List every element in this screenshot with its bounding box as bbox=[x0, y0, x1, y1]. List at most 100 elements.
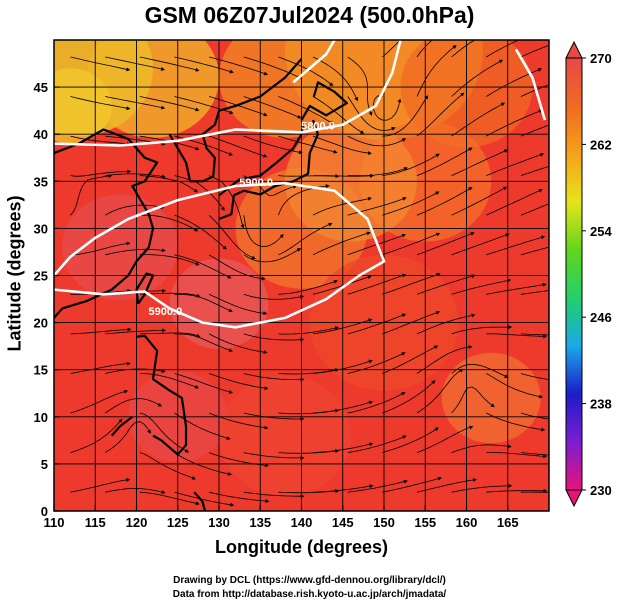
streamline bbox=[70, 477, 131, 493]
x-tick-label: 145 bbox=[332, 515, 354, 530]
map-plot-area: 5800.0 5900.0 5900.0 bbox=[54, 40, 549, 511]
colorbar-bottom-triangle bbox=[565, 489, 583, 508]
streamline bbox=[382, 476, 442, 493]
streamline bbox=[486, 488, 548, 493]
streamline bbox=[243, 293, 305, 300]
streamline bbox=[347, 391, 406, 414]
streamline bbox=[312, 231, 371, 256]
streamline bbox=[347, 352, 406, 374]
streamline bbox=[520, 452, 549, 456]
streamline bbox=[105, 96, 166, 110]
streamline bbox=[105, 328, 166, 335]
streamline bbox=[451, 386, 495, 414]
streamline bbox=[416, 40, 433, 58]
streamline bbox=[382, 380, 436, 414]
y-tick-label: 35 bbox=[34, 174, 48, 189]
streamline bbox=[174, 96, 234, 115]
x-tick-label: 125 bbox=[167, 515, 189, 530]
height-contour bbox=[292, 40, 336, 84]
streamline bbox=[451, 444, 512, 453]
streamline bbox=[486, 452, 548, 459]
streamline bbox=[243, 96, 302, 119]
streamline bbox=[70, 389, 129, 414]
y-tick-label: 10 bbox=[34, 410, 48, 425]
streamline bbox=[347, 135, 407, 147]
streamline bbox=[139, 332, 201, 338]
y-tick-label: 25 bbox=[34, 269, 48, 284]
streamline bbox=[139, 254, 200, 266]
coastline bbox=[193, 491, 207, 511]
y-axis-ticks: 0 5 10 15 20 25 30 35 40 45 bbox=[34, 80, 60, 519]
x-tick-label: 130 bbox=[208, 515, 230, 530]
streamline bbox=[416, 231, 475, 256]
credit-drawing: Drawing by DCL (https://www.gfd-dennou.o… bbox=[173, 575, 446, 586]
streamline bbox=[174, 452, 232, 476]
streamline bbox=[451, 149, 509, 176]
height-contours: 5800.0 5900.0 5900.0 bbox=[54, 40, 547, 329]
streamline bbox=[278, 326, 339, 335]
contour-label: 5900.0 bbox=[239, 177, 273, 189]
streamline bbox=[486, 373, 544, 399]
streamline bbox=[416, 425, 474, 453]
streamline bbox=[105, 248, 166, 256]
streamline bbox=[243, 452, 305, 460]
streamline bbox=[520, 333, 549, 336]
streamline bbox=[208, 175, 245, 229]
streamline bbox=[486, 412, 546, 432]
streamline bbox=[105, 204, 165, 216]
streamline bbox=[416, 186, 473, 216]
streamline bbox=[174, 373, 233, 394]
streamline bbox=[382, 191, 440, 216]
y-tick-label: 40 bbox=[34, 127, 48, 142]
field-patch bbox=[219, 375, 351, 496]
streamline bbox=[174, 491, 235, 507]
coastline bbox=[300, 81, 348, 121]
field-patch bbox=[62, 194, 178, 300]
field-patch bbox=[87, 40, 219, 138]
streamline bbox=[486, 109, 543, 137]
streamline bbox=[520, 290, 549, 295]
streamline bbox=[70, 361, 131, 374]
streamline bbox=[243, 373, 305, 382]
x-tick-label: 135 bbox=[249, 515, 271, 530]
streamline bbox=[347, 435, 407, 453]
streamline bbox=[208, 135, 268, 158]
streamline bbox=[312, 196, 372, 216]
x-axis-label: Longitude (degrees) bbox=[214, 537, 388, 557]
streamline bbox=[174, 333, 233, 352]
streamline bbox=[347, 167, 408, 177]
colorbar-top-triangle bbox=[565, 40, 583, 59]
streamline bbox=[105, 487, 166, 494]
streamline bbox=[208, 293, 268, 316]
streamline bbox=[451, 186, 508, 216]
streamline bbox=[486, 189, 543, 216]
y-tick-label: 30 bbox=[34, 221, 48, 236]
streamline bbox=[139, 56, 200, 72]
colorbar-tick-label: 246 bbox=[590, 310, 612, 325]
streamline bbox=[520, 373, 549, 380]
streamline bbox=[451, 278, 512, 295]
streamline bbox=[486, 282, 547, 295]
credit-data: Data from http://database.rish.kyoto-u.a… bbox=[172, 589, 447, 600]
streamline bbox=[243, 135, 303, 155]
streamline bbox=[347, 197, 407, 216]
streamline bbox=[486, 40, 520, 58]
streamline bbox=[70, 96, 131, 111]
height-contour bbox=[54, 181, 386, 329]
colorbar-tick-label: 254 bbox=[590, 224, 612, 239]
x-axis-ticks: 110 115 120 125 130 135 140 145 150 155 160 165 bbox=[44, 505, 519, 530]
x-tick-label: 150 bbox=[373, 515, 395, 530]
colorbar: 270 262 254 246 238 230 bbox=[565, 40, 612, 508]
figure-title: GSM 06Z07Jul2024 (500.0hPa) bbox=[144, 2, 475, 28]
x-tick-label: 110 bbox=[44, 515, 65, 530]
streamline bbox=[312, 359, 373, 374]
colorbar-tick-label: 270 bbox=[590, 51, 612, 66]
streamline bbox=[451, 363, 509, 378]
coastline bbox=[54, 128, 159, 319]
streamline bbox=[174, 56, 234, 74]
streamline bbox=[104, 398, 163, 414]
streamline bbox=[451, 233, 510, 256]
streamline bbox=[139, 96, 200, 112]
colorbar-tick-label: 238 bbox=[590, 397, 612, 412]
streamline bbox=[451, 325, 513, 335]
